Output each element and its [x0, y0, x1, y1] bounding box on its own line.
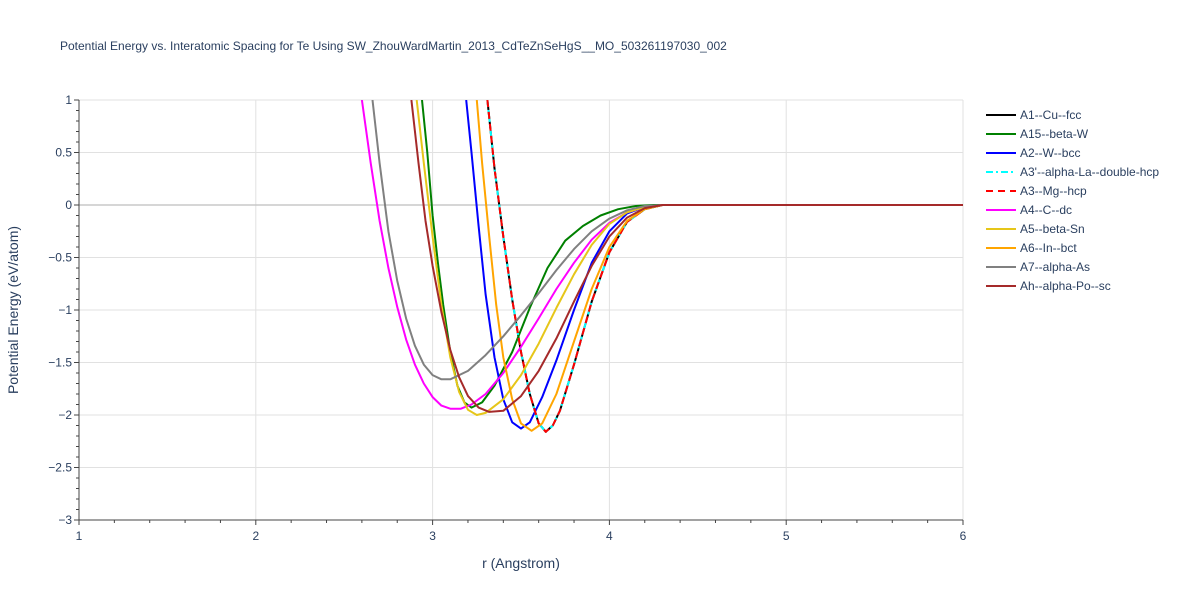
legend-item: A2--W--bcc	[986, 146, 1080, 160]
legend-label: A3--Mg--hcp	[1020, 184, 1087, 198]
x-tick-label: 1	[76, 529, 83, 543]
x-tick-label: 5	[783, 529, 790, 543]
grid	[79, 99, 964, 520]
y-tick-label: −0.5	[48, 251, 72, 265]
plot-area	[360, 100, 963, 433]
legend-item: A1--Cu--fcc	[986, 108, 1081, 122]
y-tick-label: 0.5	[55, 146, 72, 160]
legend-label: A7--alpha-As	[1020, 260, 1090, 274]
legend: A1--Cu--fcc A15--beta-W A2--W--bcc A3'--alp…	[986, 108, 1159, 293]
y-tick-label: −3	[58, 513, 72, 527]
legend-item: A7--alpha-As	[986, 260, 1090, 274]
legend-label: A6--In--bct	[1020, 241, 1077, 255]
y-tick-label: −1	[58, 303, 72, 317]
y-tick-label: 0	[65, 198, 72, 212]
y-axis-title: Potential Energy (eV/atom)	[5, 226, 21, 394]
legend-item: A15--beta-W	[986, 127, 1089, 141]
legend-item: Ah--alpha-Po--sc	[986, 279, 1111, 293]
y-tick-label: −2	[58, 408, 72, 422]
legend-item: A6--In--bct	[986, 241, 1077, 255]
axes: 1 2 3 4 5 6 1 0.5 0 −0.5 −1 −1.5 −2 −2.5 −3	[48, 93, 966, 543]
series-line	[371, 100, 963, 381]
legend-label: A5--beta-Sn	[1020, 222, 1085, 236]
series-line	[410, 100, 963, 413]
legend-label: A2--W--bcc	[1020, 146, 1080, 160]
legend-label: A4--C--dc	[1020, 203, 1072, 217]
legend-label: A15--beta-W	[1020, 127, 1089, 141]
y-tick-label: −1.5	[48, 356, 72, 370]
legend-label: Ah--alpha-Po--sc	[1020, 279, 1111, 293]
y-tick-label: −2.5	[48, 461, 72, 475]
legend-label: A3'--alpha-La--double-hcp	[1020, 165, 1159, 179]
legend-item: A3'--alpha-La--double-hcp	[986, 165, 1159, 179]
x-tick-label: 2	[252, 529, 259, 543]
x-tick-label: 6	[960, 529, 967, 543]
series-line	[421, 100, 963, 409]
series-line	[465, 100, 963, 430]
y-tick-label: 1	[65, 93, 72, 107]
x-tick-label: 4	[606, 529, 613, 543]
legend-item: A3--Mg--hcp	[986, 184, 1087, 198]
legend-label: A1--Cu--fcc	[1020, 108, 1081, 122]
chart-title: Potential Energy vs. Interatomic Spacing…	[60, 39, 727, 53]
x-tick-label: 3	[429, 529, 436, 543]
legend-item: A4--C--dc	[986, 203, 1072, 217]
x-axis-title: r (Angstrom)	[482, 555, 560, 571]
legend-item: A5--beta-Sn	[986, 222, 1085, 236]
